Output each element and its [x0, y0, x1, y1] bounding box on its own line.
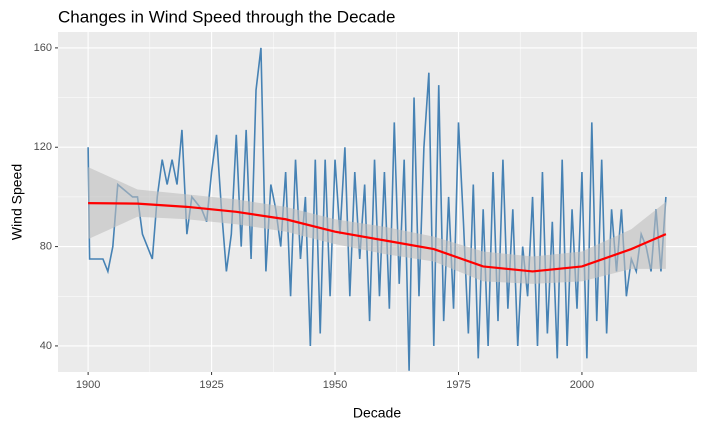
x-tick-label: 1900 — [76, 379, 100, 391]
x-tick-label: 2000 — [570, 379, 594, 391]
y-axis-title: Wind Speed — [9, 164, 25, 240]
x-tick-label: 1950 — [323, 379, 347, 391]
smooth-line — [88, 202, 667, 273]
x-tick-label: 1975 — [446, 379, 470, 391]
chart-title: Changes in Wind Speed through the Decade — [58, 7, 395, 26]
y-tick-label: 120 — [34, 141, 52, 153]
confidence-band — [88, 167, 666, 284]
y-tick-label: 80 — [40, 240, 52, 252]
x-tick-label: 1925 — [199, 379, 223, 391]
y-tick-label: 160 — [34, 42, 52, 54]
x-axis-title: Decade — [353, 405, 401, 421]
y-tick-label: 40 — [40, 340, 52, 352]
